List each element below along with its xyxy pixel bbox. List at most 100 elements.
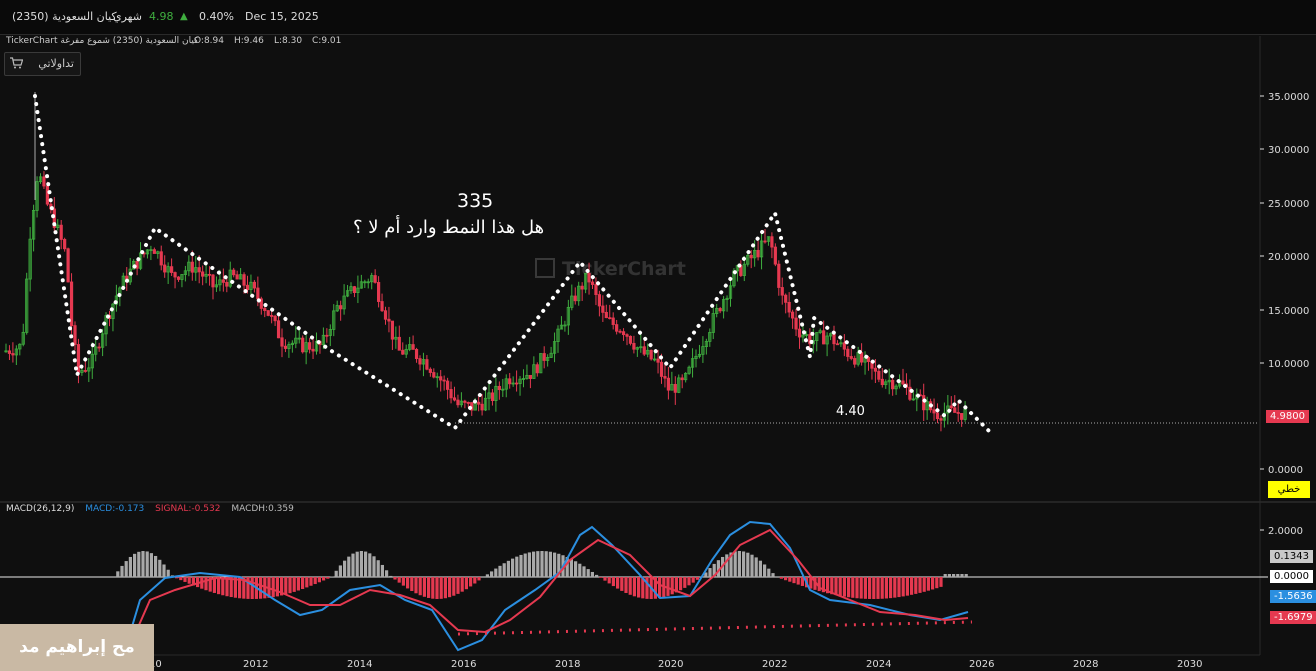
time-axis-label: 2014 <box>347 659 372 670</box>
candle-body <box>435 376 439 379</box>
histogram-bar <box>158 559 162 577</box>
histogram-bar <box>313 577 317 585</box>
candle-body <box>101 333 105 348</box>
candle-body <box>535 364 539 374</box>
histogram-bar <box>683 577 687 588</box>
candle-body <box>14 348 18 356</box>
histogram-bar <box>473 577 477 584</box>
date-label: Dec 15, 2025 <box>245 10 319 23</box>
linear-scale-button[interactable]: خطي <box>1268 481 1310 498</box>
candle-body <box>728 285 733 299</box>
price-axis-label: 35.0000 <box>1268 92 1309 103</box>
macd-title[interactable]: MACD(26,12,9) <box>6 504 75 514</box>
histogram-bar <box>385 570 389 577</box>
candle-body <box>608 317 612 320</box>
histogram-bar <box>960 574 964 577</box>
candle-body <box>911 398 915 401</box>
histogram-bar <box>628 577 632 595</box>
candle-body <box>97 346 101 349</box>
histogram-bar <box>704 572 708 577</box>
candle-body <box>242 274 246 286</box>
histogram-bar <box>599 577 603 578</box>
histogram-bar <box>116 571 120 577</box>
candle-body <box>815 332 819 342</box>
candle-body <box>666 377 671 391</box>
candle-body <box>176 276 181 280</box>
histogram-bar <box>876 577 880 599</box>
histogram-bar <box>939 577 943 587</box>
histogram-bar <box>620 577 624 591</box>
candle-body <box>632 342 636 350</box>
candle-body <box>18 343 22 350</box>
candle-body <box>949 405 953 409</box>
candle-body <box>839 342 843 345</box>
symbol-name[interactable]: (2350) كيان السعودية <box>12 10 117 23</box>
histogram-bar <box>124 561 128 577</box>
histogram-bar <box>536 551 540 577</box>
candle-body <box>680 377 684 381</box>
histogram-bar <box>943 574 947 577</box>
time-axis-label: 2018 <box>555 659 580 670</box>
candle-body <box>704 340 708 347</box>
candle-body <box>690 358 695 368</box>
histogram-bar <box>918 577 922 593</box>
candle-body <box>335 305 339 312</box>
time-axis-label: 2022 <box>762 659 787 670</box>
candle-body <box>428 368 432 373</box>
histogram-bar <box>414 577 418 594</box>
histogram-bar <box>607 577 611 584</box>
candle-body <box>276 320 281 339</box>
candle-body <box>556 328 560 342</box>
my-trades-button[interactable]: تداولاتي <box>4 52 81 76</box>
histogram-bar <box>670 577 674 595</box>
histogram-bar <box>872 577 876 599</box>
histogram-bar <box>809 577 813 589</box>
candle-body <box>328 328 332 336</box>
candle-body <box>370 275 374 283</box>
candle-body <box>835 343 840 346</box>
histogram-bar <box>616 577 620 589</box>
candle-body <box>773 246 777 265</box>
histogram-bar <box>800 577 804 586</box>
candles-layer[interactable] <box>4 92 967 432</box>
candle-body <box>822 330 826 345</box>
candle-body <box>604 311 608 319</box>
candle-body <box>373 275 377 283</box>
histogram-bar <box>456 577 460 594</box>
candle-body <box>28 238 32 280</box>
histogram-bar <box>380 564 384 577</box>
histogram-bar <box>494 568 498 577</box>
histogram-bar <box>901 577 905 597</box>
candle-body <box>135 260 139 269</box>
histogram-bar <box>565 557 569 577</box>
histogram-bar <box>586 569 590 577</box>
candle-body <box>263 308 267 311</box>
candle-body <box>218 279 222 286</box>
candle-body <box>207 273 212 276</box>
histogram-bar <box>217 577 221 595</box>
histogram-bar <box>792 577 796 584</box>
pattern-dotted-line <box>33 94 992 434</box>
candle-body <box>780 287 784 296</box>
candle-body <box>684 372 688 381</box>
histogram-bar <box>641 577 645 599</box>
histogram-bar <box>733 551 737 577</box>
histogram-bar <box>347 556 351 577</box>
histogram-bar <box>292 577 296 592</box>
candle-body <box>442 379 446 382</box>
candle-body <box>818 330 822 333</box>
candle-body <box>483 397 488 411</box>
candle-body <box>590 281 595 285</box>
histogram-bar <box>334 570 338 577</box>
candle-body <box>90 353 94 369</box>
candle-body <box>925 401 929 411</box>
candle-body <box>73 325 77 345</box>
candle-body <box>763 240 767 243</box>
histogram-bar <box>372 556 376 577</box>
candle-body <box>566 306 570 326</box>
period-selector[interactable]: شهري <box>113 10 142 23</box>
candle-body <box>94 346 98 355</box>
histogram-bar <box>931 577 935 590</box>
histogram-bar <box>401 577 405 586</box>
